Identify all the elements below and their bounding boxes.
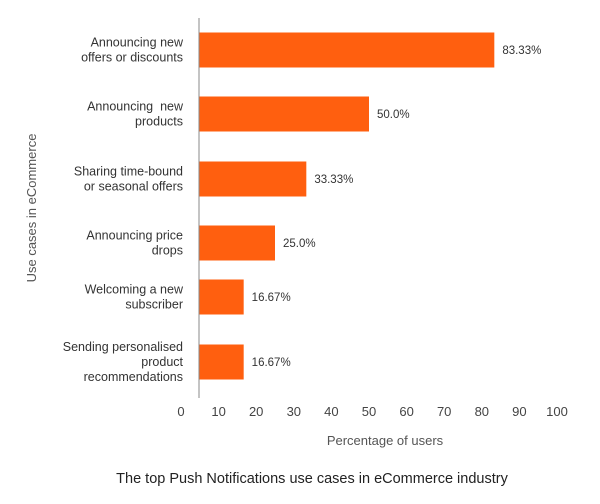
x-tick-labels: 0 10 20 30 40 50 60 70 80 90 100 <box>177 404 567 419</box>
bar <box>199 32 495 68</box>
x-tick-label: 0 <box>177 404 184 419</box>
category-label-line: Announcing new <box>87 100 184 114</box>
category-label-line: Welcoming a new <box>85 283 184 297</box>
category-label: Sending personalised product recommendatio… <box>63 340 184 384</box>
x-axis-title: Percentage of users <box>327 433 444 448</box>
bar <box>199 344 244 380</box>
bar <box>199 225 275 261</box>
category-label-line: recommendations <box>84 370 183 384</box>
y-axis-title: Use cases in eCommerce <box>24 134 39 283</box>
category-label-line: subscriber <box>125 298 183 312</box>
bar <box>199 96 369 132</box>
bars-group <box>199 32 495 380</box>
x-tick-label: 10 <box>211 404 225 419</box>
x-tick-label: 80 <box>475 404 489 419</box>
category-label-line: or seasonal offers <box>84 180 183 194</box>
x-tick-label: 70 <box>437 404 451 419</box>
bar <box>199 279 244 315</box>
chart-title: The top Push Notifications use cases in … <box>116 471 508 487</box>
x-tick-label: 50 <box>362 404 376 419</box>
category-label-line: Announcing price <box>86 229 183 243</box>
category-label: Announcing new offers or discounts <box>81 36 184 65</box>
x-tick-label: 90 <box>512 404 526 419</box>
x-tick-label: 30 <box>287 404 301 419</box>
category-labels: Announcing new offers or discountsAnnounc… <box>63 36 184 385</box>
data-label: 25.0% <box>283 238 316 250</box>
category-label-line: Sharing time-bound <box>74 165 183 179</box>
x-tick-label: 60 <box>399 404 413 419</box>
category-label-line: drops <box>152 244 183 258</box>
data-labels: 83.33% 50.0% 33.33% 25.0% 16.67% 16.67% <box>252 45 542 369</box>
category-label-line: products <box>135 115 183 129</box>
data-label: 83.33% <box>502 45 541 57</box>
x-tick-label: 40 <box>324 404 338 419</box>
x-tick-label: 20 <box>249 404 263 419</box>
category-label-line: product <box>141 355 183 369</box>
data-label: 16.67% <box>252 357 291 369</box>
x-tick-label: 100 <box>546 404 568 419</box>
category-label-line: offers or discounts <box>81 51 183 65</box>
data-label: 33.33% <box>314 174 353 186</box>
category-label: Welcoming a new subscriber <box>85 283 184 312</box>
category-label: Announcing price drops <box>86 229 183 258</box>
category-label: Sharing time-bound or seasonal offers <box>74 165 183 194</box>
category-label-line: Sending personalised <box>63 340 183 354</box>
category-label-line: Announcing new <box>91 36 184 50</box>
bar <box>199 161 307 197</box>
category-label: Announcing new products <box>87 100 184 129</box>
data-label: 16.67% <box>252 292 291 304</box>
data-label: 50.0% <box>377 109 410 121</box>
